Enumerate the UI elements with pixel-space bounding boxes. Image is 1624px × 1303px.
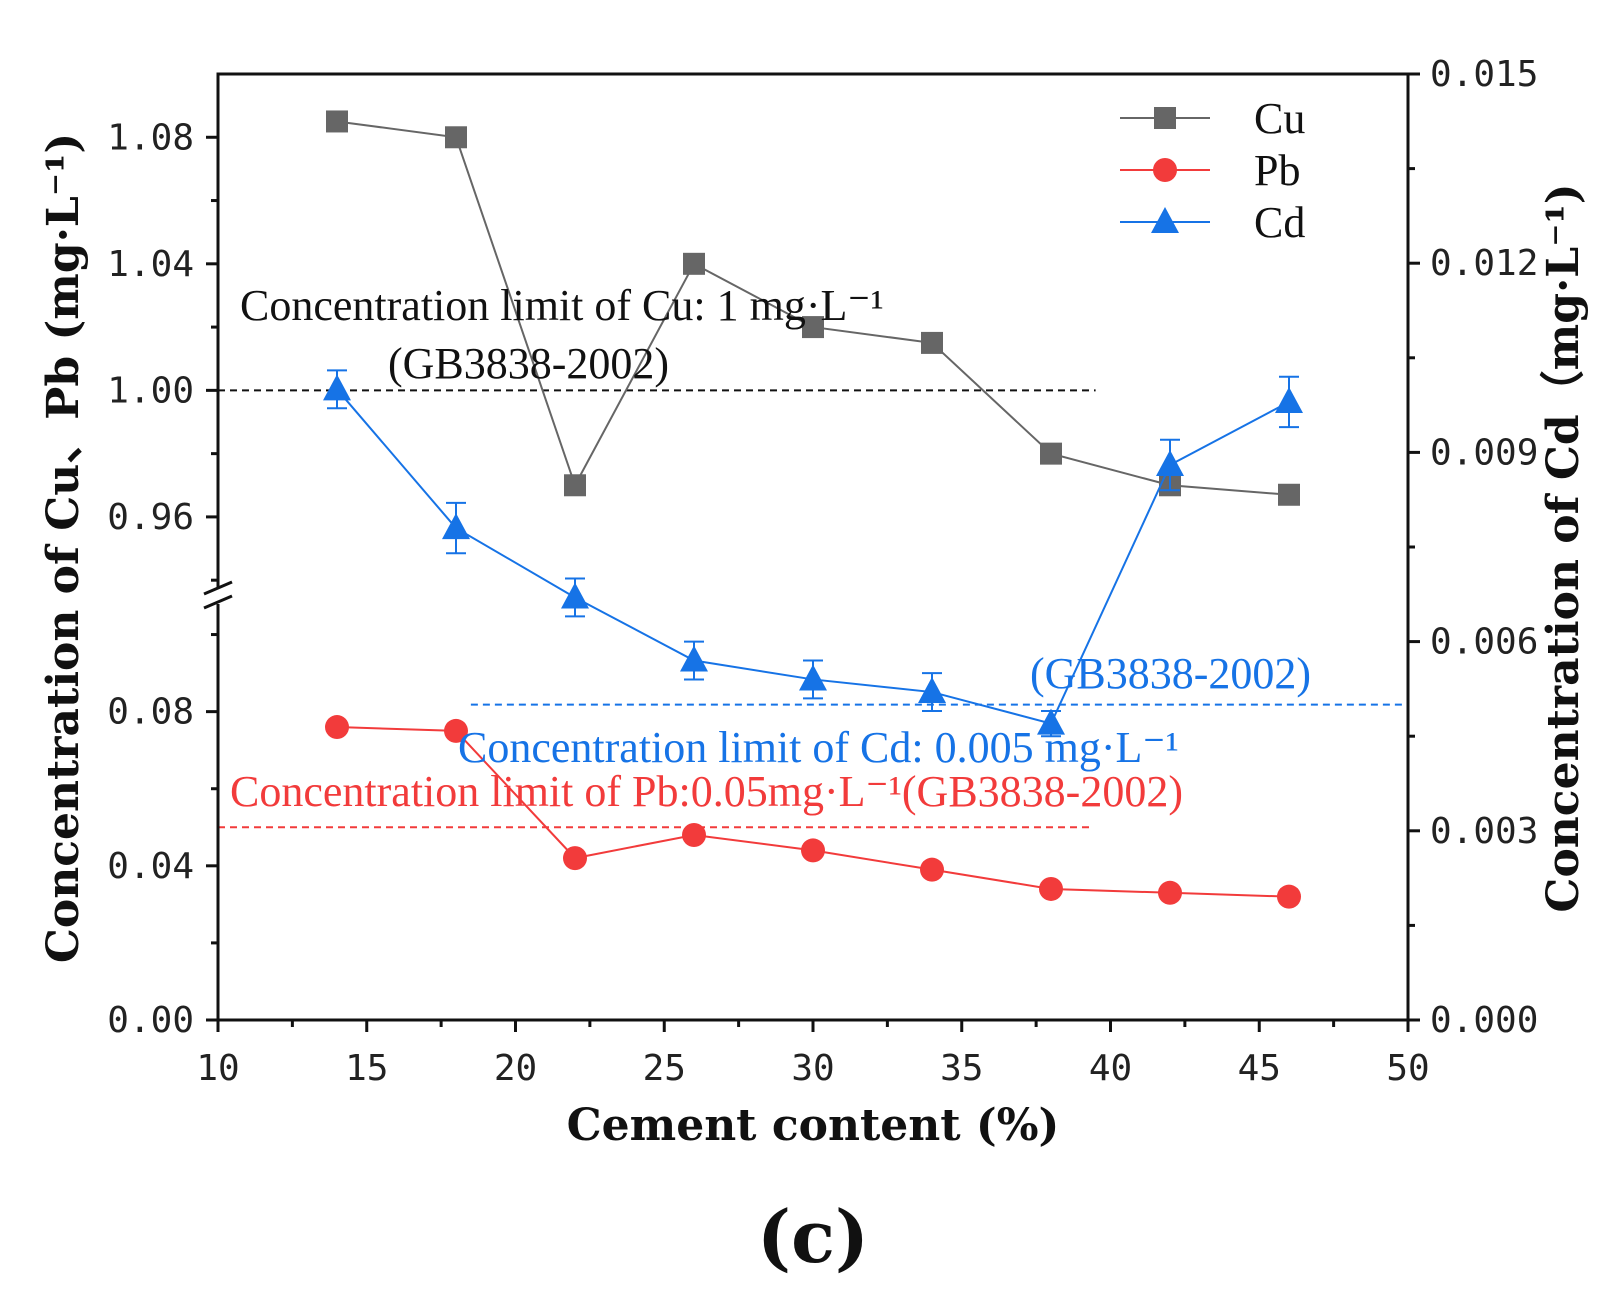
legend-marker-cd xyxy=(1151,207,1179,233)
cu-point xyxy=(1278,483,1300,506)
legend-marker-pb xyxy=(1153,158,1177,182)
cu-point xyxy=(1040,442,1062,465)
pb-point xyxy=(1039,876,1063,901)
cu-point xyxy=(564,474,586,497)
pb-limit-annotation: Concentration limit of Pb:0.05mg·L⁻¹(GB3… xyxy=(230,767,1183,816)
cu-limit-annotation: Concentration limit of Cu: 1 mg·L⁻¹ xyxy=(240,281,884,330)
cd-limit-standard: (GB3838-2002) xyxy=(1030,649,1311,698)
left-tick-label: 0.96 xyxy=(107,497,194,538)
cd-point xyxy=(1037,708,1065,735)
cd-series xyxy=(323,369,1303,738)
axis-break-mark xyxy=(203,580,233,596)
right-tick-label: 0.006 xyxy=(1430,622,1538,663)
left-tick-label: 0.08 xyxy=(107,692,194,733)
legend-label-cd: Cd xyxy=(1254,198,1305,247)
cd-point xyxy=(442,513,470,540)
right-tick-label: 0.012 xyxy=(1430,243,1538,284)
right-tick-label: 0.009 xyxy=(1430,432,1538,473)
cd-point xyxy=(561,582,589,609)
pb-point xyxy=(682,822,706,847)
cu-point xyxy=(683,252,705,275)
pb-point xyxy=(444,718,468,743)
x-tick-label: 30 xyxy=(791,1048,834,1089)
left-tick-label: 1.08 xyxy=(107,117,194,158)
left-tick-label: 0.04 xyxy=(107,846,194,887)
cd-point xyxy=(680,645,708,672)
plot-frame xyxy=(216,72,1410,1022)
pb-point xyxy=(1158,880,1182,905)
cu-point xyxy=(802,316,824,339)
cd-point xyxy=(323,374,351,401)
cu-point xyxy=(326,110,348,133)
x-tick-label: 35 xyxy=(940,1048,983,1089)
cd-point xyxy=(799,664,827,691)
x-tick-label: 25 xyxy=(643,1048,686,1089)
series xyxy=(323,110,1303,909)
right-y-axis-title: Concentration of Cd（mg·L⁻¹) xyxy=(1538,183,1589,912)
x-tick-label: 20 xyxy=(494,1048,537,1089)
left-tick-label: 1.04 xyxy=(107,244,194,285)
cd-point xyxy=(1156,450,1184,477)
panel-label: (c) xyxy=(757,1194,869,1279)
legend-label-cu: Cu xyxy=(1254,94,1305,143)
x-tick-label: 40 xyxy=(1089,1048,1132,1089)
pb-point xyxy=(920,857,944,882)
x-tick-label: 50 xyxy=(1386,1048,1429,1089)
left-tick-label: 0.00 xyxy=(107,1000,194,1041)
pb-point xyxy=(1277,884,1301,909)
cu-point xyxy=(921,331,943,354)
cu-point xyxy=(445,126,467,149)
pb-point xyxy=(801,838,825,863)
right-tick-label: 0.003 xyxy=(1430,811,1538,852)
cd-limit-annotation: Concentration limit of Cd: 0.005 mg·L⁻¹ xyxy=(458,723,1179,772)
x-tick-label: 15 xyxy=(345,1048,388,1089)
reference-lines xyxy=(218,389,1408,829)
axes: 10 15 20 25 30 35 40 45 50 0.00 0.04 0.08 0.96 1.00 1.… xyxy=(107,54,1538,1089)
legend-label-pb: Pb xyxy=(1254,146,1300,195)
x-axis-title: Cement content (%) xyxy=(567,1100,1060,1151)
pb-point xyxy=(325,715,349,740)
axis-break-mark xyxy=(203,594,233,610)
cu-limit-standard: (GB3838-2002) xyxy=(388,339,669,388)
cd-point xyxy=(918,677,946,704)
right-tick-label: 0.015 xyxy=(1430,54,1538,95)
x-tick-label: 10 xyxy=(196,1048,239,1089)
pb-point xyxy=(563,846,587,871)
x-tick-label: 45 xyxy=(1238,1048,1281,1089)
pb-series xyxy=(325,715,1301,909)
legend-marker-cu xyxy=(1154,107,1176,129)
left-tick-label: 1.00 xyxy=(107,370,194,411)
left-y-axis-title: Concentration of Cu、Pb (mg·L⁻¹) xyxy=(38,133,89,963)
right-tick-label: 0.000 xyxy=(1430,1000,1538,1041)
cd-point xyxy=(1275,386,1303,413)
